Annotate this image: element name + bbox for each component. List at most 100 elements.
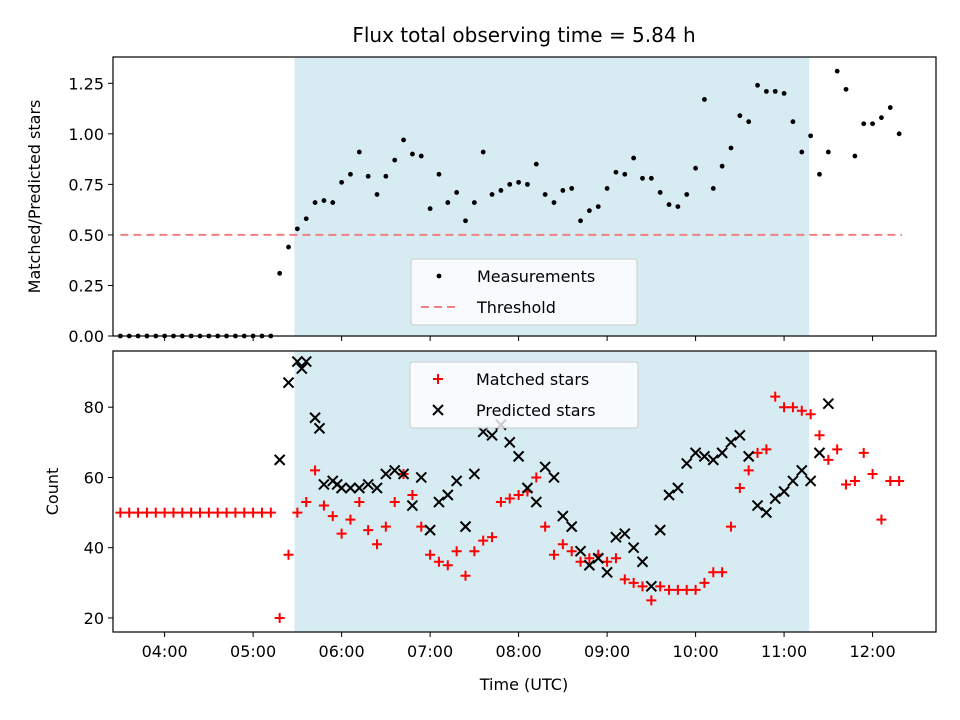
data-point bbox=[504, 436, 516, 449]
data-point bbox=[433, 556, 444, 567]
series-measurements bbox=[117, 68, 902, 339]
data-point bbox=[681, 584, 692, 595]
data-point bbox=[867, 468, 878, 479]
data-point bbox=[354, 497, 365, 508]
y-tick-label: 20 bbox=[84, 609, 104, 628]
data-point bbox=[825, 149, 831, 155]
x-tick-label: 07:00 bbox=[407, 642, 453, 661]
data-point bbox=[480, 149, 486, 155]
data-point bbox=[610, 553, 621, 564]
data-point bbox=[663, 489, 675, 501]
data-point bbox=[460, 570, 471, 581]
data-point bbox=[601, 566, 613, 578]
data-point bbox=[416, 521, 427, 532]
data-point bbox=[737, 113, 743, 119]
legend-label: Predicted stars bbox=[476, 401, 596, 420]
data-point bbox=[557, 510, 569, 522]
data-point bbox=[841, 479, 852, 490]
data-point bbox=[150, 507, 161, 518]
data-point bbox=[787, 475, 799, 487]
data-point bbox=[133, 507, 144, 518]
legend-box bbox=[409, 361, 639, 429]
data-point bbox=[433, 496, 445, 508]
data-point bbox=[542, 192, 548, 197]
data-point bbox=[309, 412, 321, 424]
legend-marker bbox=[432, 404, 444, 416]
data-point bbox=[799, 149, 805, 155]
data-point bbox=[371, 482, 383, 494]
data-point bbox=[442, 489, 454, 501]
data-point bbox=[602, 556, 613, 567]
data-point bbox=[291, 355, 304, 368]
data-point bbox=[613, 169, 619, 175]
data-point bbox=[531, 472, 542, 483]
data-point bbox=[805, 409, 816, 420]
data-point bbox=[675, 204, 681, 210]
data-point bbox=[330, 200, 336, 205]
data-point bbox=[115, 507, 126, 518]
data-point bbox=[389, 497, 400, 508]
chart-title: Flux total observing time = 5.84 h bbox=[352, 23, 695, 47]
data-point bbox=[646, 595, 657, 606]
data-point bbox=[533, 161, 539, 167]
data-point bbox=[619, 527, 631, 540]
data-point bbox=[627, 541, 640, 554]
ratio-panel: 0.00 0.25 0.50 0.75 1.00 1.25 Matched/Predicte… bbox=[25, 56, 937, 346]
data-point bbox=[335, 482, 348, 494]
data-point bbox=[540, 521, 551, 532]
data-point bbox=[159, 507, 170, 518]
data-point bbox=[410, 151, 415, 157]
data-point bbox=[742, 450, 755, 463]
data-point bbox=[283, 549, 294, 560]
data-point bbox=[852, 153, 858, 159]
data-point bbox=[858, 447, 869, 458]
data-point bbox=[879, 115, 884, 121]
data-point bbox=[345, 514, 356, 525]
legend-marker bbox=[433, 374, 443, 384]
data-point bbox=[362, 478, 374, 491]
legend: Matched stars Predicted stars bbox=[409, 361, 639, 429]
data-point bbox=[300, 355, 312, 368]
data-point bbox=[648, 175, 654, 181]
data-point bbox=[374, 192, 380, 197]
data-point bbox=[471, 200, 477, 205]
data-point bbox=[843, 86, 849, 92]
legend-label: Measurements bbox=[477, 267, 595, 286]
data-point bbox=[445, 200, 451, 205]
data-point bbox=[574, 545, 587, 557]
data-point bbox=[770, 391, 781, 402]
data-point bbox=[230, 507, 241, 518]
legend-marker bbox=[436, 273, 442, 279]
data-point bbox=[516, 179, 522, 185]
data-point bbox=[734, 429, 746, 442]
data-point bbox=[710, 186, 716, 191]
data-point bbox=[463, 218, 468, 224]
data-point bbox=[787, 402, 798, 413]
y-tick-label: 40 bbox=[84, 539, 104, 558]
data-point bbox=[728, 145, 734, 151]
series-predicted-stars bbox=[273, 355, 835, 593]
data-point bbox=[282, 376, 295, 389]
data-point bbox=[698, 450, 711, 463]
data-point bbox=[796, 464, 808, 477]
count-panel: 20 40 60 80 04:00 05:00 06:00 07:00 08:00 09:00 10… bbox=[43, 350, 937, 661]
y-axis-label: Count bbox=[43, 468, 62, 516]
data-point bbox=[719, 163, 725, 169]
data-point bbox=[790, 119, 796, 125]
series-matched-stars bbox=[115, 391, 905, 623]
data-point bbox=[195, 507, 206, 518]
data-point bbox=[487, 532, 498, 543]
axes-frame bbox=[112, 350, 937, 633]
data-point bbox=[832, 444, 843, 455]
data-point bbox=[348, 171, 353, 177]
data-point bbox=[186, 507, 197, 518]
y-tick-label: 0.25 bbox=[68, 276, 104, 295]
data-point bbox=[804, 475, 817, 487]
data-point bbox=[628, 577, 639, 588]
data-point bbox=[365, 173, 371, 179]
x-tick-label: 08:00 bbox=[496, 642, 542, 661]
legend-label: Threshold bbox=[476, 298, 556, 317]
y-tick-label: 0.50 bbox=[68, 226, 104, 245]
data-point bbox=[779, 402, 790, 413]
data-point bbox=[407, 490, 418, 501]
